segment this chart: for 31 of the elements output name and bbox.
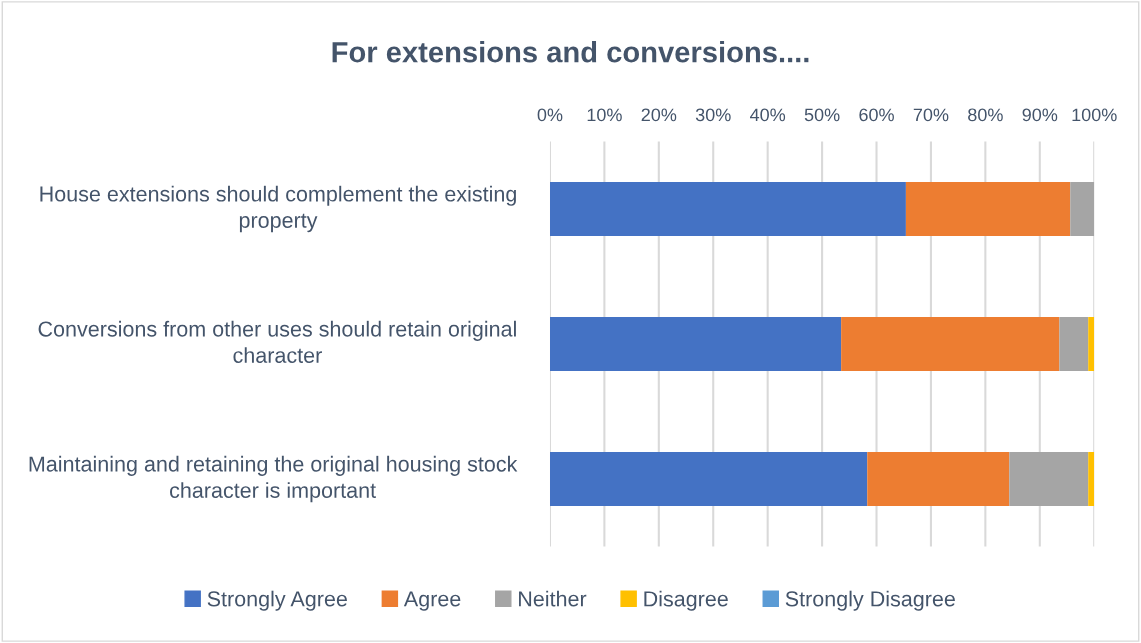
x-tick-label: 70% bbox=[913, 108, 949, 122]
bar bbox=[549, 452, 868, 507]
y-tick-label: Conversions from other uses should retain original character bbox=[38, 320, 516, 363]
x-tick-label: 100% bbox=[1072, 108, 1117, 122]
bar bbox=[1009, 452, 1089, 507]
y-tick-label: House extensions should complement the existing property bbox=[40, 185, 516, 233]
x-tick-label: 30% bbox=[695, 108, 731, 122]
bar bbox=[905, 181, 1071, 236]
x-tick-label: 0% bbox=[537, 108, 563, 122]
legend-label: Disagree bbox=[644, 590, 728, 611]
legend-label: Neither bbox=[519, 590, 587, 607]
legend-label: Strongly Agree bbox=[207, 590, 347, 611]
bar bbox=[841, 317, 1060, 372]
legend-label: Agree bbox=[403, 591, 461, 611]
bar bbox=[1070, 181, 1095, 236]
bar bbox=[867, 452, 1010, 507]
chart-title: For extensions and conversions.... bbox=[332, 41, 809, 63]
x-tick-label: 10% bbox=[587, 108, 622, 122]
x-tick-label: 60% bbox=[859, 108, 894, 122]
bar bbox=[1088, 317, 1095, 372]
x-tick-label: 50% bbox=[804, 108, 840, 122]
x-tick-label: 20% bbox=[641, 108, 677, 122]
bar bbox=[549, 317, 842, 372]
bar bbox=[1088, 452, 1095, 507]
legend-label: Strongly Disagree bbox=[785, 590, 955, 611]
x-tick-label: 80% bbox=[968, 108, 1003, 122]
x-tick-label: 90% bbox=[1022, 108, 1058, 122]
x-tick-label: 40% bbox=[750, 108, 786, 122]
bar bbox=[549, 181, 906, 236]
y-tick-label: Maintaining and retaining the original housing stock character is important bbox=[29, 455, 518, 503]
bar bbox=[1059, 317, 1089, 372]
